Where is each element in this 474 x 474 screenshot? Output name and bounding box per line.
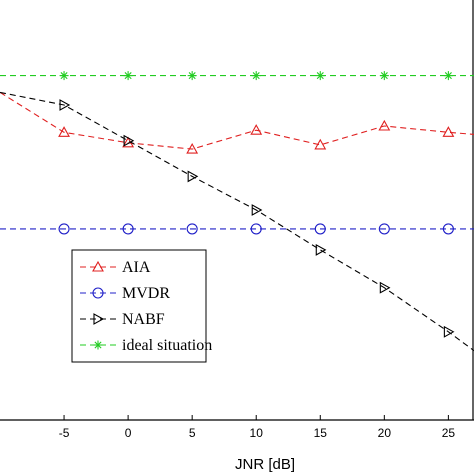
data-point-marker [314,138,327,150]
data-point-marker [58,223,70,235]
data-point-marker [378,223,390,235]
data-point-marker [315,243,327,256]
series-aia [0,91,474,154]
x-tick-label: 0 [125,426,132,440]
legend-entry: NABF [80,311,165,328]
data-point-marker [251,71,261,81]
data-point-marker [250,223,262,235]
legend-entry: AIA [80,259,151,276]
series-layer [0,71,474,352]
data-point-marker [443,325,455,338]
data-point-marker [379,71,389,81]
data-point-marker [442,223,454,235]
data-point-marker [186,142,199,154]
data-point-marker [59,71,69,81]
legend-label: NABF [122,311,165,328]
legend-label: ideal situation [122,337,212,354]
data-point-marker [443,71,453,81]
legend-entry: ideal situation [80,337,212,354]
data-point-marker [123,134,135,147]
plot-frame [0,0,474,421]
series-line [0,91,474,352]
data-point-marker [379,281,391,294]
data-point-marker [314,223,326,235]
series-nabf [0,91,474,352]
x-tick-label: -5 [59,426,70,440]
series-mvdr [0,223,474,235]
data-point-marker [251,204,263,216]
x-axis-label: JNR [dB] [235,456,295,473]
x-tick-label: 15 [314,426,328,440]
data-point-marker [92,287,104,299]
data-point-marker [186,223,198,235]
series-ideal-situation [0,71,474,81]
data-point-marker [378,119,391,131]
data-point-marker [250,124,263,135]
legend-entry: MVDR [80,285,170,302]
data-point-marker [122,223,134,235]
data-point-marker [93,313,105,325]
tick-layer: -5 0 5 10 15 20 25 [59,415,456,440]
data-point-marker [92,260,104,272]
x-tick-label: 5 [189,426,196,440]
series-line [0,91,474,150]
x-tick-label: 20 [378,426,392,440]
data-point-marker [187,71,197,81]
data-point-marker [187,170,199,183]
data-point-marker [58,126,70,137]
x-tick-label: 10 [250,426,264,440]
data-point-marker [93,340,103,350]
x-tick-label: 25 [442,426,456,440]
data-point-marker [442,126,455,137]
legend-label: MVDR [122,285,170,302]
legend: AIA MVDR NABF ideal situation [71,249,212,363]
data-point-marker [59,99,71,111]
legend-label: AIA [122,259,151,276]
data-point-marker [315,71,325,81]
data-point-marker [123,71,133,81]
